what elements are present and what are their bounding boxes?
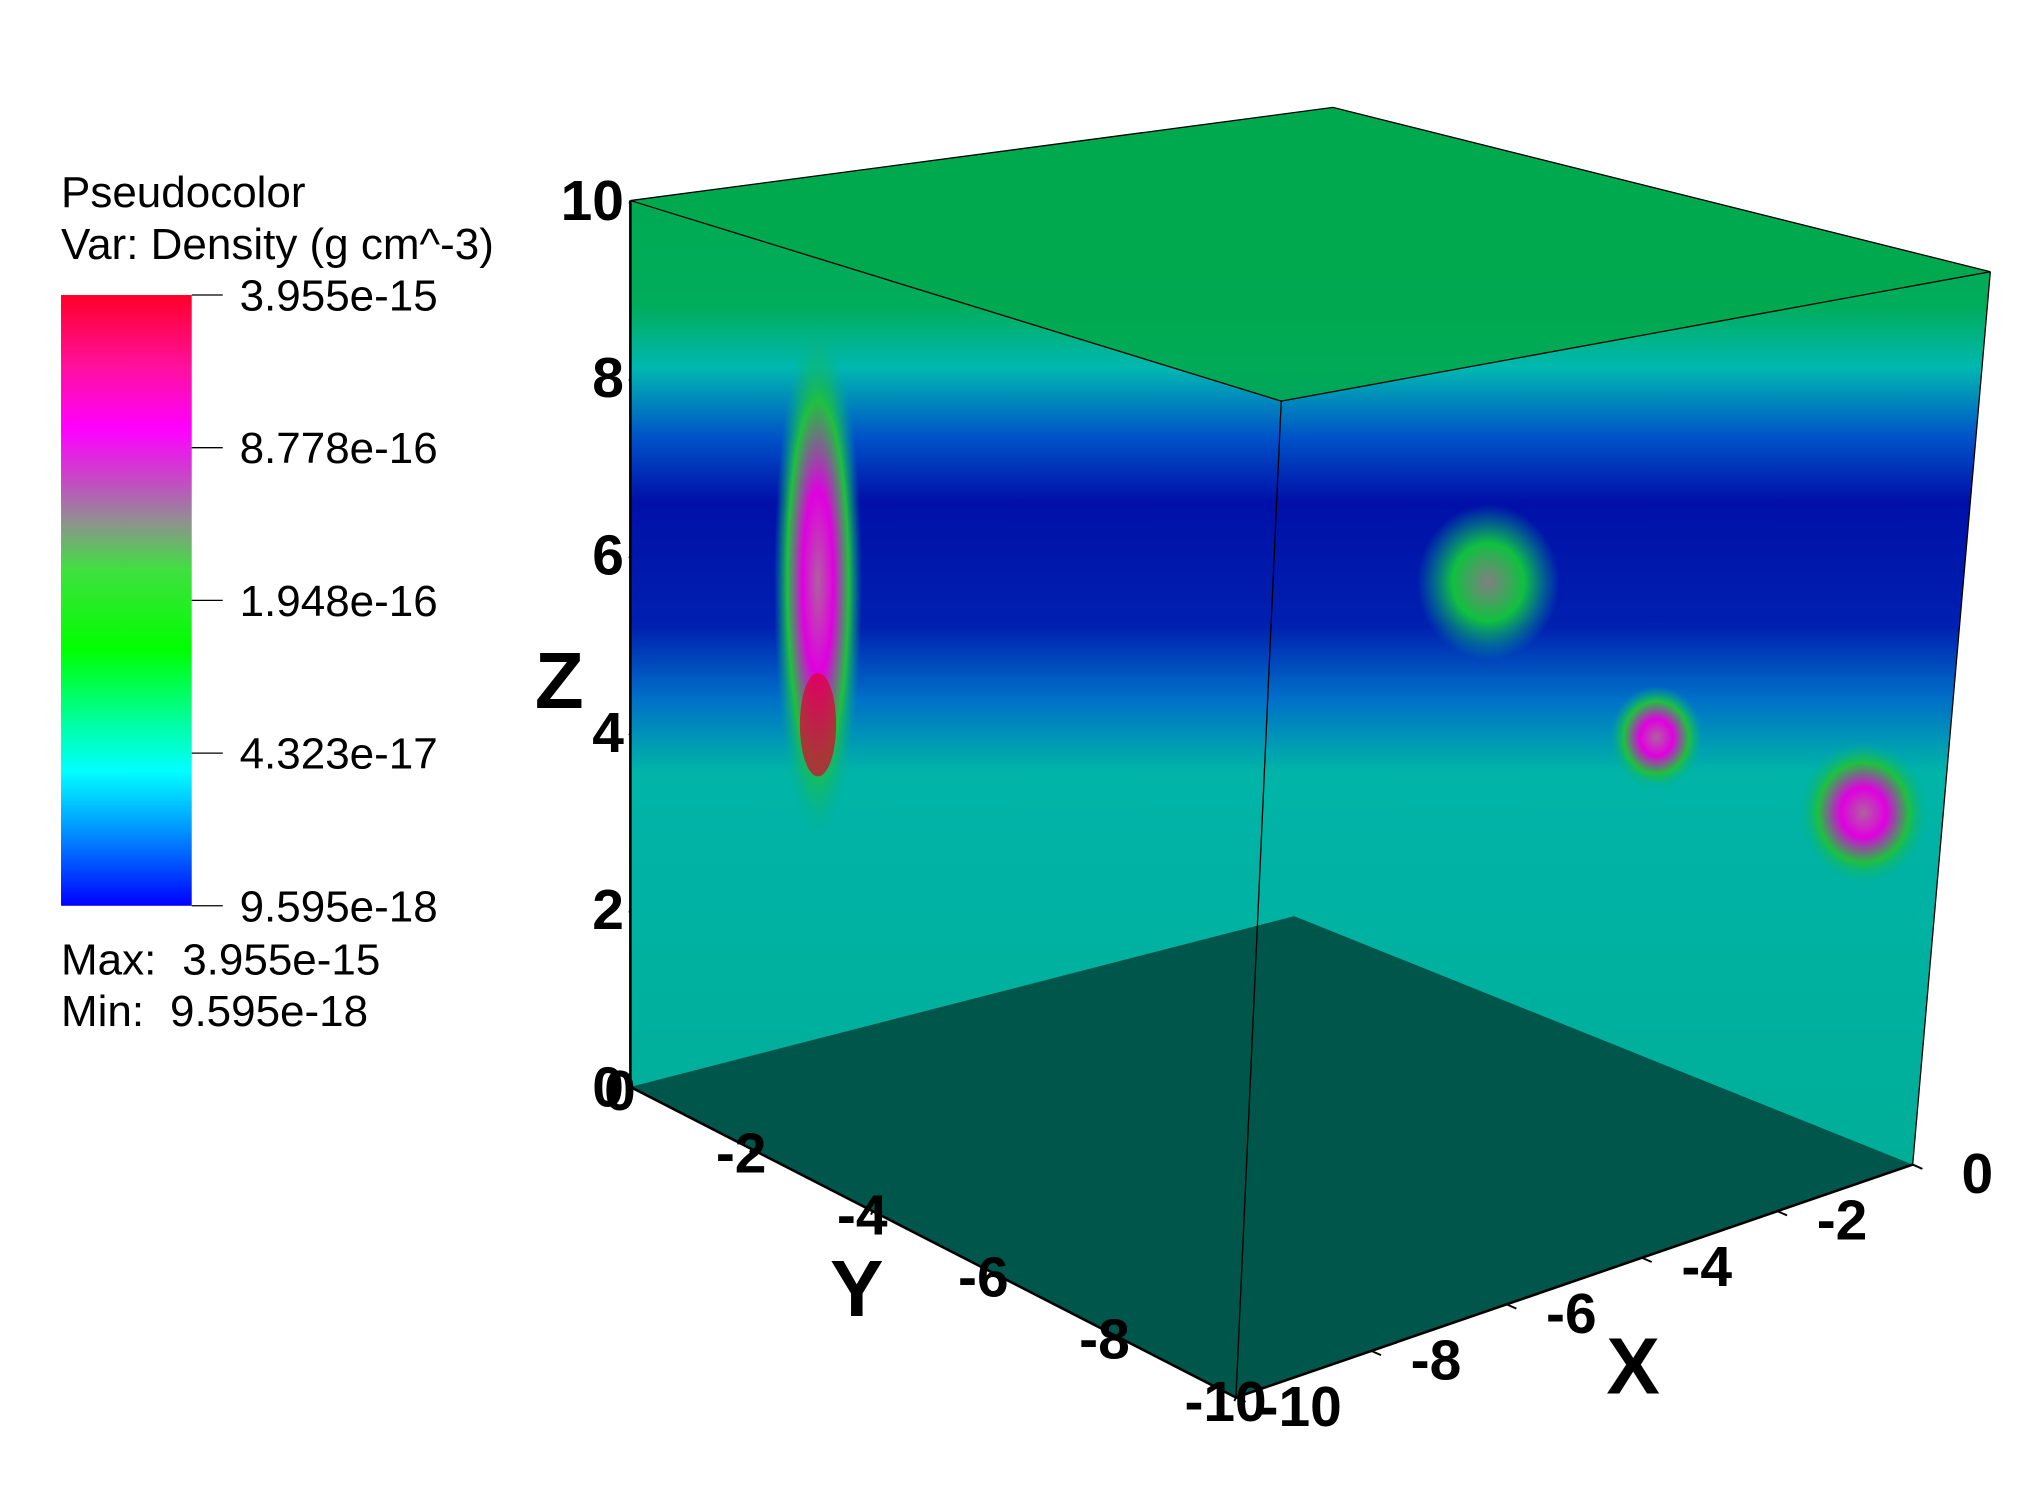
colorbar-tick-label: 3.955e-15: [240, 272, 438, 321]
density-feature: [799, 672, 837, 777]
axis-tick: [628, 732, 632, 736]
axis-tick-label: 6: [592, 524, 624, 588]
axis-tick: [628, 377, 632, 382]
axis-tick: [628, 909, 632, 913]
axis-tick-label: 4: [592, 701, 624, 765]
axis-tick: [991, 1272, 995, 1278]
volume-top: [630, 107, 1991, 402]
box-edge: [1235, 1163, 1914, 1399]
axis-tick-label: -8: [1411, 1328, 1462, 1392]
density-feature: [1609, 685, 1704, 790]
axis-tick-label: -10: [1184, 1370, 1266, 1434]
axis-tick-label: 0: [604, 1059, 636, 1123]
axis-tick: [1233, 1397, 1237, 1402]
colorbar-tick-label: 8.778e-16: [240, 424, 438, 473]
y-axis-title: Y: [830, 1243, 884, 1333]
box-edge: [629, 1085, 1237, 1399]
axis-tick: [749, 1148, 753, 1153]
colorbar: [61, 295, 192, 906]
min-label: Min:: [61, 987, 144, 1036]
axis-tick-label: -6: [1546, 1282, 1597, 1346]
x-axis-title: X: [1606, 1321, 1660, 1411]
axis-tick-label: -8: [1079, 1308, 1130, 1372]
axis-tick-label: 10: [561, 169, 624, 233]
max-label: Max:: [61, 935, 156, 984]
min-value: 9.595e-18: [170, 987, 368, 1036]
axis-tick-label: -4: [837, 1183, 888, 1247]
axis-tick-label: -6: [958, 1246, 1009, 1310]
colorbar-tick-label: 9.595e-18: [240, 882, 438, 931]
axis-tick-label: 8: [592, 346, 624, 410]
density-feature: [1417, 504, 1560, 660]
axis-tick-label: -2: [1817, 1189, 1868, 1253]
box-edge: [1912, 271, 1991, 1165]
legend-subtitle: Var: Density (g cm^-3): [61, 220, 494, 269]
box-edge: [630, 106, 1991, 273]
axis-tick: [1912, 1163, 1923, 1170]
axis-tick: [628, 200, 632, 204]
axis-tick: [1506, 1303, 1517, 1310]
axis-tick: [870, 1210, 874, 1216]
min-text: Min: 9.595e-18: [61, 987, 368, 1036]
bounding-box: [629, 106, 1991, 1399]
colorbar-tick-label: 4.323e-17: [240, 730, 438, 779]
axis-tick-label: 2: [592, 878, 624, 942]
axis-tick-label: -2: [716, 1121, 767, 1185]
axis-tick: [627, 1086, 632, 1091]
max-text: Max: 3.955e-15: [61, 935, 380, 984]
axis-tick-label: -4: [1681, 1235, 1732, 1299]
max-value: 3.955e-15: [182, 935, 380, 984]
z-axis-title: Z: [535, 635, 584, 725]
density-feature: [1798, 741, 1929, 884]
axis-tick-label: 0: [592, 1055, 624, 1119]
axis-tick-label: 0: [1962, 1142, 1994, 1206]
axis-tick: [1641, 1256, 1653, 1263]
axis-tick: [628, 554, 632, 559]
axis-tick-label: -10: [1260, 1375, 1342, 1439]
axis-tick: [1776, 1210, 1788, 1217]
density-feature: [773, 323, 862, 842]
axis-tick: [1370, 1350, 1382, 1357]
axis-tick: [1112, 1334, 1116, 1340]
colorbar-tick-label: 1.948e-16: [240, 577, 438, 626]
box-edge: [1235, 401, 1282, 1398]
volume-floor: [630, 916, 1913, 1398]
axis-tick: [1235, 1396, 1247, 1403]
legend-title: Pseudocolor: [61, 168, 306, 217]
